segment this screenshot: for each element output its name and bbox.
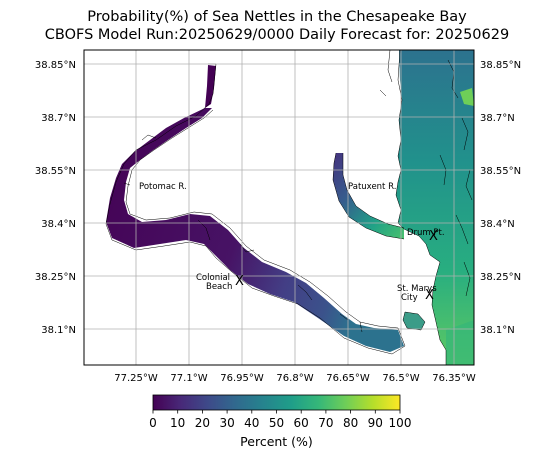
bay-lower-shade xyxy=(446,320,474,365)
marker-colonial-beach: X xyxy=(235,274,244,289)
label-st-marys-line2: City xyxy=(401,293,418,303)
lat-labels-right: 38.85°N 38.7°N 38.55°N 38.4°N 38.25°N 38… xyxy=(480,60,521,336)
colorbar: 0 10 20 30 40 50 60 70 80 90 100 Percent (%) xyxy=(149,394,411,449)
lon-label: 76.5°W xyxy=(382,373,419,384)
colorbar-gradient xyxy=(152,394,401,411)
colorbar-tick-label: 90 xyxy=(368,416,383,430)
colorbar-tick-label: 20 xyxy=(195,416,210,430)
lat-labels-left: 38.85°N 38.7°N 38.55°N 38.4°N 38.25°N 38… xyxy=(35,60,76,336)
map-layers xyxy=(84,50,474,365)
lat-label: 38.85°N xyxy=(35,60,76,71)
lat-label: 38.55°N xyxy=(480,166,521,177)
map-subtitle: CBOFS Model Run:20250629/0000 Daily Fore… xyxy=(44,27,510,43)
lat-label: 38.1°N xyxy=(41,325,76,336)
lon-label: 77.25°W xyxy=(114,373,158,384)
label-st-marys-line1: St. Marys xyxy=(397,284,437,294)
bay-highlight xyxy=(460,88,474,106)
label-potomac-river: Potomac R. xyxy=(139,182,187,192)
patuxent-river-water xyxy=(333,153,404,239)
place-labels: Potomac R. Patuxent R. Drum Pt. Colonial… xyxy=(139,182,445,303)
lat-label: 38.1°N xyxy=(480,325,515,336)
label-colonial-beach-line1: Colonial xyxy=(196,273,230,283)
map-grid xyxy=(84,50,474,365)
lon-label: 77.1°W xyxy=(170,373,207,384)
colorbar-tick-label: 80 xyxy=(343,416,358,430)
lon-labels: 77.25°W 77.1°W 76.95°W 76.8°W 76.65°W 76… xyxy=(114,373,476,384)
label-patuxent-river: Patuxent R. xyxy=(348,182,396,192)
map-border xyxy=(83,49,475,366)
coastline xyxy=(105,50,473,365)
colorbar-tick-label: 100 xyxy=(389,416,412,430)
lon-label: 76.8°W xyxy=(276,373,313,384)
lat-label: 38.4°N xyxy=(480,219,515,230)
lon-label: 76.35°W xyxy=(432,373,476,384)
lat-label: 38.4°N xyxy=(41,219,76,230)
place-markers: X X X xyxy=(235,229,438,303)
colorbar-tick-label: 30 xyxy=(219,416,234,430)
potomac-upper-water xyxy=(205,65,216,108)
colorbar-tick-label: 60 xyxy=(294,416,309,430)
lon-label: 76.95°W xyxy=(220,373,264,384)
lat-label: 38.55°N xyxy=(35,166,76,177)
lat-label: 38.25°N xyxy=(480,272,521,283)
lat-label: 38.7°N xyxy=(41,113,76,124)
colorbar-tick-label: 50 xyxy=(269,416,284,430)
label-drum-point: Drum Pt. xyxy=(407,228,445,238)
colorbar-tick-label: 0 xyxy=(149,416,157,430)
st-marys-water xyxy=(403,312,425,330)
colorbar-tick-label: 40 xyxy=(244,416,259,430)
map-title: Probability(%) of Sea Nettles in the Che… xyxy=(87,9,467,25)
label-colonial-beach-line2: Beach xyxy=(206,282,232,292)
marker-st-marys: X xyxy=(425,288,434,303)
lat-label: 38.7°N xyxy=(480,113,515,124)
bay-water-field xyxy=(396,50,474,365)
colorbar-tick-label: 70 xyxy=(318,416,333,430)
colorbar-ticks: 0 10 20 30 40 50 60 70 80 90 100 xyxy=(149,410,411,430)
colorbar-label: Percent (%) xyxy=(240,434,313,449)
lon-label: 76.65°W xyxy=(326,373,370,384)
potomac-river-water xyxy=(106,108,404,352)
marker-drum-point: X xyxy=(429,229,438,244)
lat-label: 38.25°N xyxy=(35,272,76,283)
lat-label: 38.85°N xyxy=(480,60,521,71)
colorbar-tick-label: 10 xyxy=(170,416,185,430)
